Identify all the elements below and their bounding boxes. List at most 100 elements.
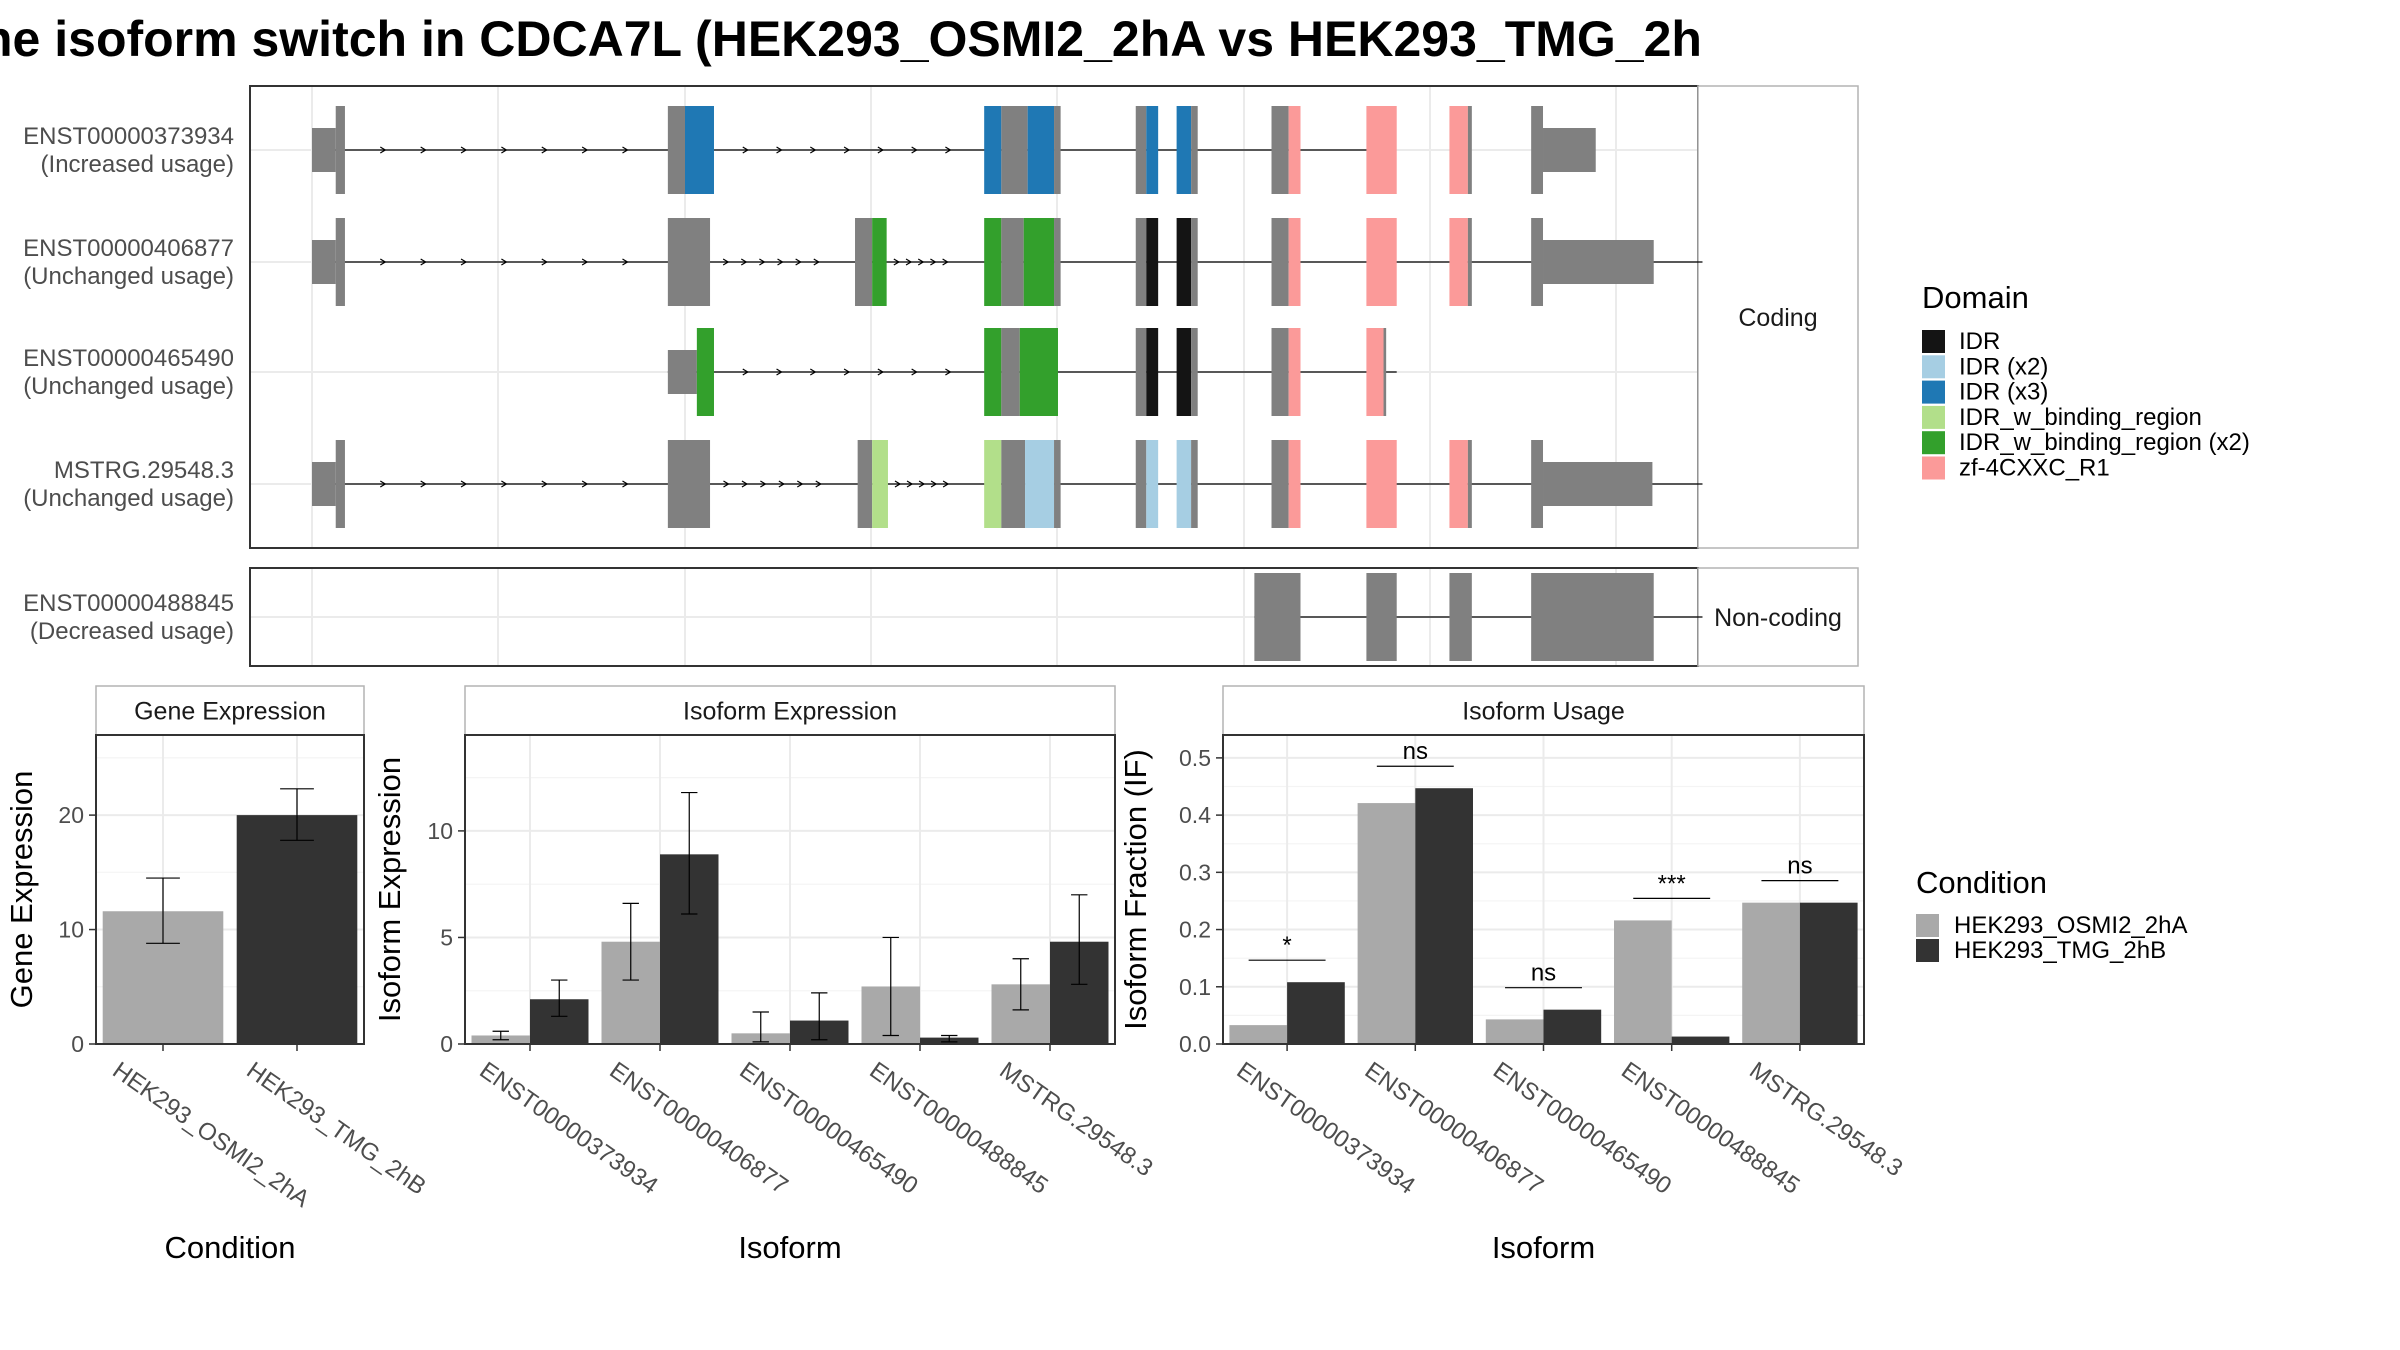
x-axis-title: Condition (165, 1230, 296, 1265)
exon-zf (1366, 440, 1397, 528)
bar (1287, 982, 1345, 1044)
exon-utr (312, 128, 336, 172)
exon-nc (1531, 573, 1654, 661)
bar (1671, 1036, 1730, 1044)
strand-arrow (905, 258, 913, 266)
exon-cds (1467, 440, 1472, 528)
domain-legend-key (1922, 355, 1945, 379)
domain-legend-label: IDR (1959, 328, 2000, 355)
strand-arrow (722, 258, 730, 266)
exon-cds (1191, 218, 1198, 306)
strand-arrow (942, 258, 949, 266)
strand-arrow (581, 146, 589, 154)
domain-legend-key (1922, 431, 1945, 455)
strand-arrow (777, 258, 784, 266)
isoform-id-label: ENST00000488845 (23, 590, 234, 617)
exon-IDR_x2 (1176, 440, 1192, 528)
exon-zf (1449, 440, 1468, 528)
bar (236, 815, 358, 1044)
strand-arrow (460, 258, 468, 266)
domain-legend-key (1922, 456, 1945, 480)
exon-IDR_w_binding_region_x2 (984, 328, 1002, 416)
strand-arrow (813, 258, 820, 266)
facet-strip-label: Non-coding (1714, 604, 1842, 632)
exon-IDR_x3 (1027, 106, 1055, 194)
exon-zf (1449, 106, 1468, 194)
strand-arrow (501, 258, 508, 266)
significance-label: ns (1787, 853, 1812, 880)
exon-zf (1366, 218, 1397, 306)
strand-arrow (945, 146, 952, 154)
strand-arrow (742, 146, 749, 154)
domain-legend-label: IDR (x3) (1959, 379, 2048, 406)
strand-arrow (815, 480, 822, 488)
exon-cds (667, 218, 711, 306)
chart-title: Isoform Usage (1462, 698, 1625, 726)
exon-IDR_w_binding_region_x2 (872, 218, 887, 306)
strand-arrow (759, 258, 766, 266)
isoform-row-ENST00000465490: ENST00000465490(Unchanged usage) (23, 328, 1397, 416)
y-tick-label: 0 (440, 1031, 453, 1057)
y-tick-label: 0 (71, 1031, 84, 1057)
exon-cds (667, 106, 685, 194)
isoform-row-ENST00000488845: ENST00000488845(Decreased usage) (23, 573, 1703, 661)
bar (1799, 902, 1858, 1044)
strand-arrow (380, 258, 387, 266)
exon-IDR_x3 (984, 106, 1002, 194)
isoform-id-label: ENST00000373934 (23, 123, 234, 150)
y-tick-label: 20 (58, 802, 84, 828)
bar (1485, 1019, 1544, 1044)
exon-nc (1254, 573, 1301, 661)
exon-cds (1271, 328, 1289, 416)
y-axis-title: Isoform Fraction (IF) (1118, 749, 1153, 1030)
strand-arrow (930, 258, 937, 266)
strand-arrow (723, 480, 730, 488)
strand-arrow (420, 480, 427, 488)
exon-cds (1383, 328, 1387, 416)
y-axis-title: Gene Expression (4, 771, 39, 1009)
chart-title-strip (1222, 685, 1865, 736)
exon-cds (1191, 440, 1198, 528)
bar (1415, 788, 1473, 1044)
strand-arrow (877, 146, 885, 154)
bar (1742, 902, 1800, 1044)
strand-arrow (776, 146, 783, 154)
exon-IDR (1176, 328, 1192, 416)
isoform-expression-chart: Isoform Expression0510ENST00000373934ENS… (372, 685, 1158, 1265)
exon-IDR_x2 (1146, 440, 1159, 528)
exon-zf (1366, 328, 1384, 416)
y-tick-label: 0.3 (1179, 859, 1211, 885)
exon-utr (1543, 128, 1596, 172)
strand-arrow (380, 146, 387, 154)
y-tick-label: 5 (440, 924, 453, 950)
exon-cds (857, 440, 873, 528)
isoform-usage-label: (Increased usage) (41, 151, 234, 178)
condition-legend-label: HEK293_TMG_2hB (1954, 937, 2166, 964)
strand-arrow (460, 146, 468, 154)
chart-title-strip (95, 685, 365, 736)
exon-cds (1001, 440, 1026, 528)
strand-arrow (778, 480, 786, 488)
exon-zf (1288, 106, 1301, 194)
exon-zf (1449, 218, 1468, 306)
isoform-row-ENST00000406877: ENST00000406877(Unchanged usage) (23, 218, 1703, 306)
strand-arrow (760, 480, 767, 488)
isoform-id-label: MSTRG.29548.3 (54, 457, 234, 484)
x-axis-title: Isoform (1492, 1230, 1595, 1265)
exon-cds (855, 218, 873, 306)
y-axis-title: Isoform Expression (372, 757, 407, 1022)
strand-arrow (843, 146, 851, 154)
isoform-structure-panel: Coding Non-coding ENST00000373934(Increase… (23, 85, 1859, 667)
exon-IDR_w_binding_region_x2 (696, 328, 714, 416)
isoform-id-label: ENST00000465490 (23, 345, 234, 372)
bar (1543, 1009, 1602, 1044)
strand-arrow (894, 480, 902, 488)
exon-cds (1135, 440, 1147, 528)
strand-arrow (930, 480, 938, 488)
figure-title: he isoform switch in CDCA7L (HEK293_OSMI… (0, 11, 1702, 67)
exon-IDR (1146, 218, 1159, 306)
exon-IDR (1176, 218, 1192, 306)
condition-legend-title: Condition (1916, 865, 2047, 900)
domain-legend-label: zf-4CXXC_R1 (1959, 455, 2110, 482)
